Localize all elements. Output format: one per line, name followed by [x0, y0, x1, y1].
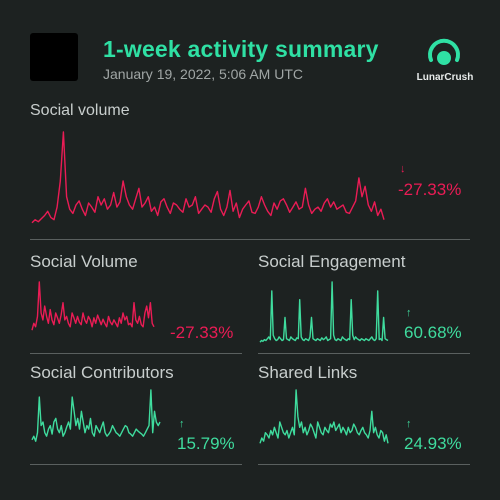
- social-engagement-chart: [259, 281, 389, 343]
- shared-links-line: [259, 389, 389, 444]
- divider: [30, 464, 242, 465]
- divider: [258, 464, 470, 465]
- main-volume-chart: [31, 131, 385, 224]
- up-arrow-icon: ↑: [406, 418, 412, 430]
- main-volume-line: [31, 131, 385, 224]
- tile-social-volume-label: Social Volume: [30, 252, 138, 271]
- lunarcrush-logo-icon: [428, 38, 460, 65]
- up-arrow-icon: ↑: [406, 307, 412, 319]
- social-contributors-chart: [31, 389, 161, 442]
- tile-social-volume-change: -27.33%: [170, 323, 234, 342]
- timestamp: January 19, 2022, 5:06 AM UTC: [103, 66, 303, 82]
- up-arrow-icon: ↑: [179, 418, 185, 430]
- divider: [30, 239, 470, 240]
- main-change-value: -27.33%: [398, 180, 462, 199]
- shared-links-chart: [259, 389, 389, 444]
- tile-social-contributors-change: 15.79%: [177, 434, 235, 453]
- tile-social-contributors-label: Social Contributors: [30, 363, 174, 382]
- tile-social-engagement-change: 60.68%: [404, 323, 462, 342]
- tile-shared-links-change: 24.93%: [404, 434, 462, 453]
- social-volume-chart: [31, 281, 155, 331]
- brand-name: LunarCrush: [416, 72, 474, 83]
- social-contributors-line: [31, 389, 161, 442]
- page-title: 1-week activity summary: [103, 36, 379, 62]
- divider: [258, 353, 470, 354]
- coin-logo: [30, 33, 78, 81]
- divider: [30, 353, 242, 354]
- main-chart-label: Social volume: [30, 102, 130, 119]
- tile-shared-links-label: Shared Links: [258, 363, 358, 382]
- social-volume-line: [31, 281, 155, 331]
- down-arrow-icon: ↓: [400, 163, 406, 175]
- tile-social-engagement-label: Social Engagement: [258, 252, 406, 271]
- social-engagement-line: [259, 281, 389, 343]
